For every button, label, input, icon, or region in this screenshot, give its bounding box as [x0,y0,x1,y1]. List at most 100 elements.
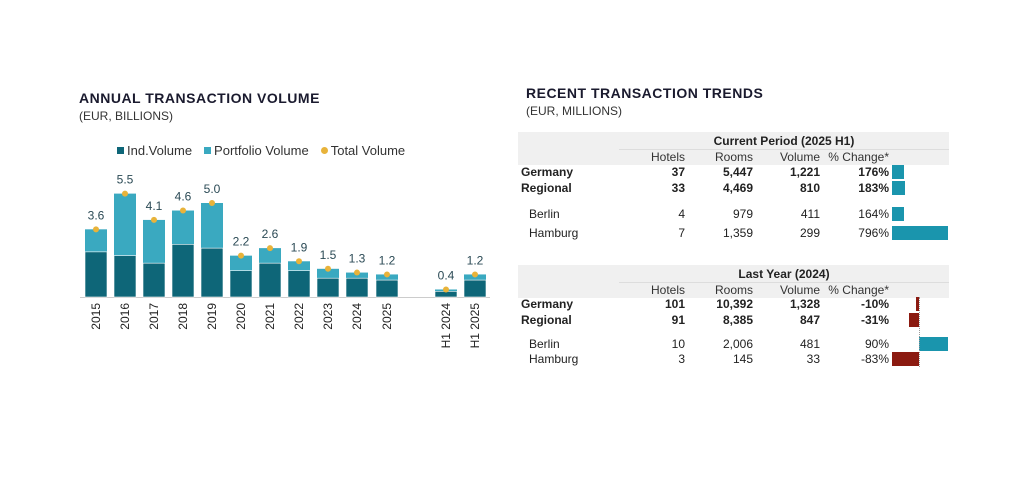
cell-volume: 1,328 [789,297,820,311]
cell-volume: 847 [799,313,820,327]
bar-ind [316,277,340,298]
total-marker [122,190,128,197]
row-label: Regional [521,181,572,195]
table-title: Current Period (2025 H1) [713,134,855,148]
change-bar [892,165,905,179]
cell-rooms: 2,006 [722,337,753,351]
column-header: % Change* [828,283,889,297]
bar-ind [229,270,253,298]
row-label: Berlin [529,207,560,221]
chart-title: ANNUAL TRANSACTION VOLUME [79,90,320,106]
bar-portfolio [143,219,165,264]
x-tick-label: 2015 [89,303,103,330]
bar-portfolio [317,268,339,279]
x-tick-label: 2017 [147,303,161,330]
change-bar [892,181,905,195]
change-bar [909,313,919,327]
cell-change: 176% [858,165,889,179]
cell-hotels: 37 [671,165,685,179]
column-header: Volume [779,283,820,297]
bar-ind [463,279,487,298]
total-marker [180,207,186,214]
x-tick-label: 2023 [321,303,335,330]
x-tick-label: H1 2024 [439,303,453,349]
table-title: Last Year (2024) [738,267,830,281]
x-tick-label: 2019 [205,303,219,330]
cell-volume: 33 [806,352,820,366]
row-label: Germany [521,165,574,179]
change-bar [892,226,948,240]
bar-portfolio [288,261,310,271]
total-label: 1.3 [349,252,366,266]
bar-ind [200,247,224,298]
cell-change: -83% [860,352,889,366]
x-tick-label: H1 2025 [468,303,482,349]
table-header-band [518,132,949,165]
legend-swatch [117,147,124,154]
x-tick-label: 2025 [380,303,394,330]
cell-hotels: 3 [678,352,685,366]
zero-line [919,297,920,367]
x-tick-label: 2021 [263,303,277,330]
total-label: 2.2 [233,235,250,249]
bar-ind [171,244,195,298]
cell-hotels: 10 [671,337,685,351]
legend-ind: Ind.Volume [117,143,192,158]
change-bar [919,337,948,351]
total-marker [209,200,215,206]
cell-hotels: 4 [678,207,685,221]
bar-ind [258,262,282,298]
row-label: Berlin [529,337,560,351]
legend-label: Total Volume [330,143,406,158]
legend-swatch [320,147,328,154]
total-label: 4.6 [175,190,192,204]
bar-portfolio [85,229,107,252]
cell-rooms: 5,447 [722,165,753,179]
legend-label: Ind.Volume [127,143,193,158]
change-bar [915,297,919,311]
total-marker [472,271,478,278]
cell-hotels: 33 [671,181,685,195]
cell-rooms: 4,469 [722,181,753,195]
bar-ind [113,255,137,298]
total-label: 1.2 [379,253,396,267]
table-section-subtitle: (EUR, MILLIONS) [526,104,623,118]
legend-label: Portfolio Volume [214,143,309,158]
cell-rooms: 145 [732,352,753,366]
bar-portfolio [230,255,252,271]
cell-volume: 1,221 [789,165,820,179]
legend-total: Total Volume [320,143,406,158]
cell-volume: 411 [800,207,820,221]
row-label: Hamburg [529,352,579,366]
total-label: 1.9 [291,240,308,254]
total-label: 4.1 [146,199,163,213]
x-tick-label: 2020 [234,303,248,330]
bar-chart: 3.6 2015 5.5 2016 4.1 2017 4.6 2018 5.0 2019 2.2 20… [80,173,490,349]
bar-ind [345,277,369,298]
bar-portfolio [114,193,136,256]
x-tick-label: 2016 [118,303,132,330]
total-marker [354,269,360,276]
total-label: 5.5 [117,173,134,187]
cell-rooms: 8,385 [722,313,753,327]
total-marker [443,286,449,293]
cell-rooms: 1,359 [722,226,753,240]
bar-ind [287,270,311,298]
x-tick-label: 2024 [350,303,364,330]
total-marker [93,226,99,233]
cell-volume: 299 [799,226,820,240]
cell-volume: 810 [799,181,820,195]
cell-rooms: 10,392 [716,297,753,311]
cell-change: -10% [860,297,889,311]
row-label: Hamburg [529,226,579,240]
row-label: Germany [521,297,574,311]
cell-change: 90% [864,337,889,351]
column-header: % Change* [828,150,889,164]
cell-hotels: 101 [664,297,685,311]
cell-change: -31% [860,313,889,327]
total-label: 1.2 [467,253,484,267]
header-divider [619,149,949,150]
bar-ind [142,262,166,298]
total-marker [238,252,244,259]
total-marker [384,271,390,278]
